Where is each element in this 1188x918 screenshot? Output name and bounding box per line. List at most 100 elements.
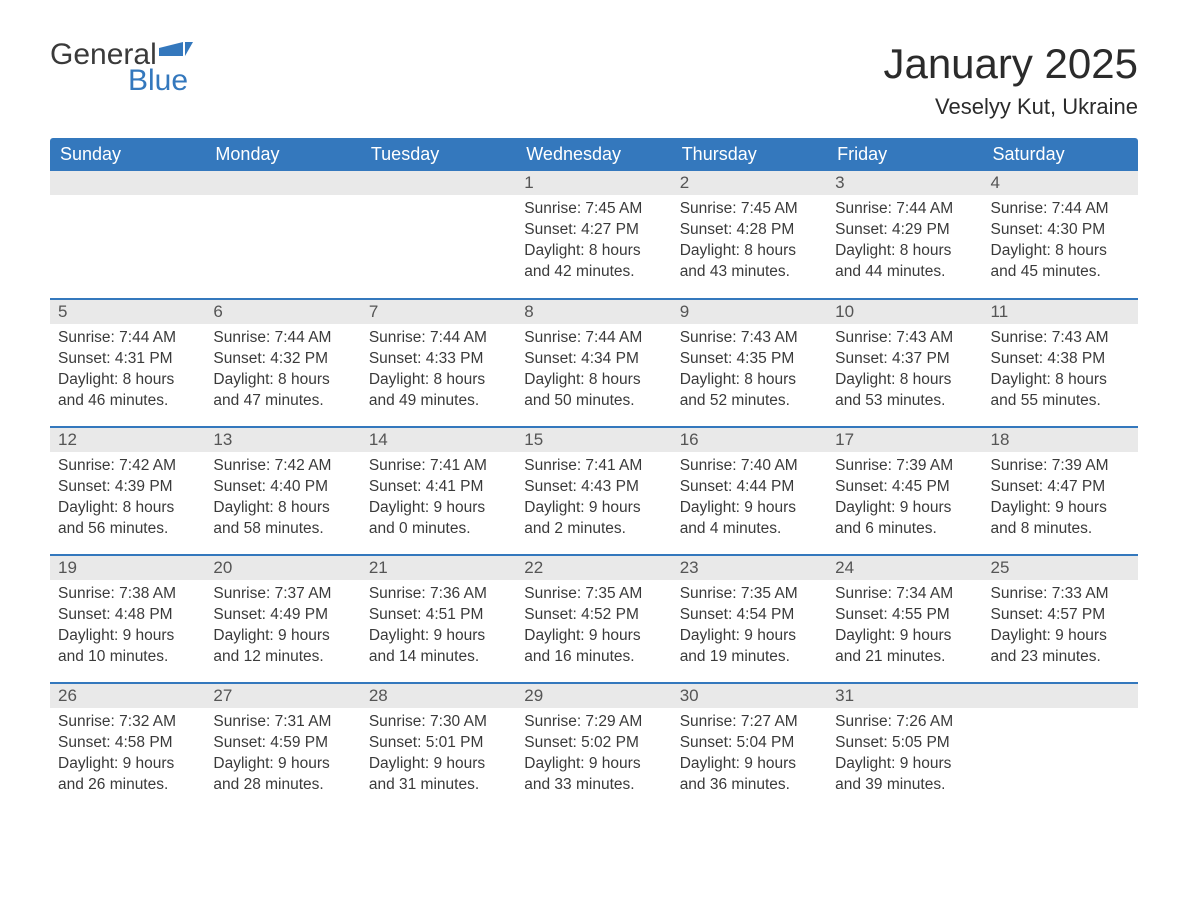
calendar-day-cell: 4Sunrise: 7:44 AMSunset: 4:30 PMDaylight… <box>983 171 1138 299</box>
sunrise-line: Sunrise: 7:45 AM <box>680 199 819 220</box>
day-content: Sunrise: 7:39 AMSunset: 4:45 PMDaylight:… <box>827 452 982 548</box>
sunrise-line: Sunrise: 7:37 AM <box>213 584 352 605</box>
day-content: Sunrise: 7:44 AMSunset: 4:34 PMDaylight:… <box>516 324 671 420</box>
sunset-line: Sunset: 4:49 PM <box>213 605 352 626</box>
sunset-line: Sunset: 4:28 PM <box>680 220 819 241</box>
day-content: Sunrise: 7:27 AMSunset: 5:04 PMDaylight:… <box>672 708 827 804</box>
daylight-line: Daylight: 8 hours and 47 minutes. <box>213 370 352 412</box>
calendar-week-row: 19Sunrise: 7:38 AMSunset: 4:48 PMDayligh… <box>50 555 1138 683</box>
calendar-day-cell: 8Sunrise: 7:44 AMSunset: 4:34 PMDaylight… <box>516 299 671 427</box>
day-content: Sunrise: 7:40 AMSunset: 4:44 PMDaylight:… <box>672 452 827 548</box>
day-content: Sunrise: 7:44 AMSunset: 4:32 PMDaylight:… <box>205 324 360 420</box>
sunrise-line: Sunrise: 7:30 AM <box>369 712 508 733</box>
sunset-line: Sunset: 4:57 PM <box>991 605 1130 626</box>
daylight-line: Daylight: 8 hours and 55 minutes. <box>991 370 1130 412</box>
calendar-day-cell: 9Sunrise: 7:43 AMSunset: 4:35 PMDaylight… <box>672 299 827 427</box>
sunrise-line: Sunrise: 7:41 AM <box>524 456 663 477</box>
sunrise-line: Sunrise: 7:43 AM <box>680 328 819 349</box>
calendar-header-row: SundayMondayTuesdayWednesdayThursdayFrid… <box>50 138 1138 171</box>
sunset-line: Sunset: 4:55 PM <box>835 605 974 626</box>
day-content: Sunrise: 7:37 AMSunset: 4:49 PMDaylight:… <box>205 580 360 676</box>
page-header: General Blue January 2025 Veselyy Kut, U… <box>50 40 1138 120</box>
daylight-line: Daylight: 9 hours and 0 minutes. <box>369 498 508 540</box>
daylight-line: Daylight: 9 hours and 39 minutes. <box>835 754 974 796</box>
day-number: 7 <box>361 300 516 324</box>
calendar-day-cell: 27Sunrise: 7:31 AMSunset: 4:59 PMDayligh… <box>205 683 360 811</box>
weekday-header: Thursday <box>672 138 827 171</box>
day-content: Sunrise: 7:30 AMSunset: 5:01 PMDaylight:… <box>361 708 516 804</box>
daylight-line: Daylight: 8 hours and 45 minutes. <box>991 241 1130 283</box>
weekday-header: Monday <box>205 138 360 171</box>
day-number-empty <box>361 171 516 195</box>
sunset-line: Sunset: 4:37 PM <box>835 349 974 370</box>
sunrise-line: Sunrise: 7:39 AM <box>835 456 974 477</box>
daylight-line: Daylight: 9 hours and 12 minutes. <box>213 626 352 668</box>
daylight-line: Daylight: 8 hours and 46 minutes. <box>58 370 197 412</box>
sunrise-line: Sunrise: 7:26 AM <box>835 712 974 733</box>
sunset-line: Sunset: 4:31 PM <box>58 349 197 370</box>
day-number-empty <box>983 684 1138 708</box>
sunrise-line: Sunrise: 7:27 AM <box>680 712 819 733</box>
day-number: 26 <box>50 684 205 708</box>
day-number: 19 <box>50 556 205 580</box>
calendar-day-cell <box>205 171 360 299</box>
sunset-line: Sunset: 4:45 PM <box>835 477 974 498</box>
calendar-day-cell: 18Sunrise: 7:39 AMSunset: 4:47 PMDayligh… <box>983 427 1138 555</box>
sunset-line: Sunset: 4:47 PM <box>991 477 1130 498</box>
weekday-header: Saturday <box>983 138 1138 171</box>
day-number: 13 <box>205 428 360 452</box>
day-number: 10 <box>827 300 982 324</box>
calendar-day-cell: 14Sunrise: 7:41 AMSunset: 4:41 PMDayligh… <box>361 427 516 555</box>
weekday-header: Sunday <box>50 138 205 171</box>
sunrise-line: Sunrise: 7:39 AM <box>991 456 1130 477</box>
daylight-line: Daylight: 9 hours and 23 minutes. <box>991 626 1130 668</box>
calendar-day-cell: 31Sunrise: 7:26 AMSunset: 5:05 PMDayligh… <box>827 683 982 811</box>
calendar-day-cell: 15Sunrise: 7:41 AMSunset: 4:43 PMDayligh… <box>516 427 671 555</box>
day-content: Sunrise: 7:43 AMSunset: 4:37 PMDaylight:… <box>827 324 982 420</box>
day-content: Sunrise: 7:42 AMSunset: 4:39 PMDaylight:… <box>50 452 205 548</box>
daylight-line: Daylight: 9 hours and 26 minutes. <box>58 754 197 796</box>
title-block: January 2025 Veselyy Kut, Ukraine <box>883 40 1138 120</box>
calendar-day-cell: 25Sunrise: 7:33 AMSunset: 4:57 PMDayligh… <box>983 555 1138 683</box>
day-content: Sunrise: 7:33 AMSunset: 4:57 PMDaylight:… <box>983 580 1138 676</box>
weekday-header: Tuesday <box>361 138 516 171</box>
sunrise-line: Sunrise: 7:40 AM <box>680 456 819 477</box>
sunrise-line: Sunrise: 7:42 AM <box>213 456 352 477</box>
day-content: Sunrise: 7:42 AMSunset: 4:40 PMDaylight:… <box>205 452 360 548</box>
sunset-line: Sunset: 4:29 PM <box>835 220 974 241</box>
day-content: Sunrise: 7:41 AMSunset: 4:43 PMDaylight:… <box>516 452 671 548</box>
daylight-line: Daylight: 8 hours and 43 minutes. <box>680 241 819 283</box>
day-number: 1 <box>516 171 671 195</box>
daylight-line: Daylight: 9 hours and 2 minutes. <box>524 498 663 540</box>
sunrise-line: Sunrise: 7:42 AM <box>58 456 197 477</box>
day-content: Sunrise: 7:44 AMSunset: 4:29 PMDaylight:… <box>827 195 982 291</box>
calendar-day-cell: 28Sunrise: 7:30 AMSunset: 5:01 PMDayligh… <box>361 683 516 811</box>
sunrise-line: Sunrise: 7:44 AM <box>524 328 663 349</box>
sunrise-line: Sunrise: 7:44 AM <box>991 199 1130 220</box>
calendar-day-cell: 19Sunrise: 7:38 AMSunset: 4:48 PMDayligh… <box>50 555 205 683</box>
sunrise-line: Sunrise: 7:33 AM <box>991 584 1130 605</box>
calendar-day-cell <box>983 683 1138 811</box>
daylight-line: Daylight: 8 hours and 52 minutes. <box>680 370 819 412</box>
daylight-line: Daylight: 8 hours and 53 minutes. <box>835 370 974 412</box>
day-content: Sunrise: 7:45 AMSunset: 4:28 PMDaylight:… <box>672 195 827 291</box>
sunrise-line: Sunrise: 7:45 AM <box>524 199 663 220</box>
calendar-week-row: 5Sunrise: 7:44 AMSunset: 4:31 PMDaylight… <box>50 299 1138 427</box>
day-number: 9 <box>672 300 827 324</box>
day-number: 6 <box>205 300 360 324</box>
calendar-day-cell: 17Sunrise: 7:39 AMSunset: 4:45 PMDayligh… <box>827 427 982 555</box>
calendar-day-cell: 10Sunrise: 7:43 AMSunset: 4:37 PMDayligh… <box>827 299 982 427</box>
day-content: Sunrise: 7:35 AMSunset: 4:54 PMDaylight:… <box>672 580 827 676</box>
calendar-day-cell: 20Sunrise: 7:37 AMSunset: 4:49 PMDayligh… <box>205 555 360 683</box>
sunset-line: Sunset: 5:05 PM <box>835 733 974 754</box>
calendar-week-row: 1Sunrise: 7:45 AMSunset: 4:27 PMDaylight… <box>50 171 1138 299</box>
day-content: Sunrise: 7:32 AMSunset: 4:58 PMDaylight:… <box>50 708 205 804</box>
calendar-day-cell: 5Sunrise: 7:44 AMSunset: 4:31 PMDaylight… <box>50 299 205 427</box>
daylight-line: Daylight: 9 hours and 10 minutes. <box>58 626 197 668</box>
calendar-day-cell <box>361 171 516 299</box>
day-content: Sunrise: 7:44 AMSunset: 4:30 PMDaylight:… <box>983 195 1138 291</box>
sunset-line: Sunset: 4:44 PM <box>680 477 819 498</box>
day-number: 20 <box>205 556 360 580</box>
daylight-line: Daylight: 9 hours and 31 minutes. <box>369 754 508 796</box>
day-content: Sunrise: 7:41 AMSunset: 4:41 PMDaylight:… <box>361 452 516 548</box>
